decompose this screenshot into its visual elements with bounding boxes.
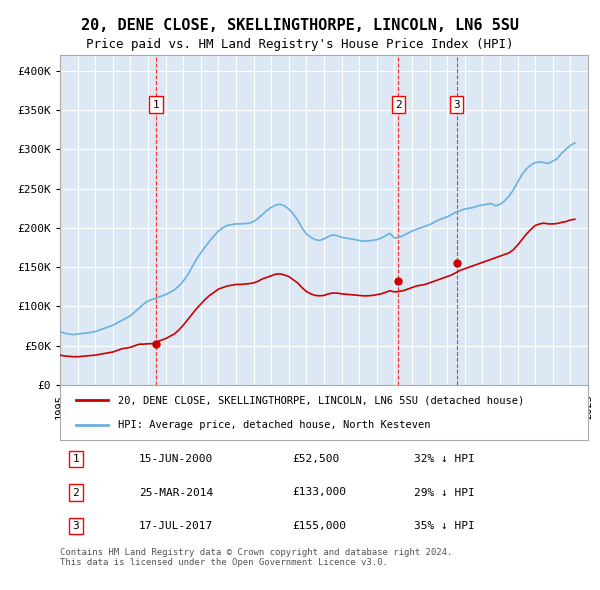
Text: 32% ↓ HPI: 32% ↓ HPI <box>414 454 475 464</box>
Text: 15-JUN-2000: 15-JUN-2000 <box>139 454 214 464</box>
Text: £52,500: £52,500 <box>292 454 340 464</box>
Text: £155,000: £155,000 <box>292 521 346 531</box>
Text: 29% ↓ HPI: 29% ↓ HPI <box>414 487 475 497</box>
Text: 35% ↓ HPI: 35% ↓ HPI <box>414 521 475 531</box>
Text: 2: 2 <box>395 100 402 110</box>
Text: £133,000: £133,000 <box>292 487 346 497</box>
Text: 1: 1 <box>73 454 79 464</box>
Text: 20, DENE CLOSE, SKELLINGTHORPE, LINCOLN, LN6 5SU (detached house): 20, DENE CLOSE, SKELLINGTHORPE, LINCOLN,… <box>118 395 524 405</box>
Text: 17-JUL-2017: 17-JUL-2017 <box>139 521 214 531</box>
Text: 25-MAR-2014: 25-MAR-2014 <box>139 487 214 497</box>
Text: 3: 3 <box>73 521 79 531</box>
Text: HPI: Average price, detached house, North Kesteven: HPI: Average price, detached house, Nort… <box>118 419 431 430</box>
Text: 1: 1 <box>152 100 159 110</box>
Text: Contains HM Land Registry data © Crown copyright and database right 2024.
This d: Contains HM Land Registry data © Crown c… <box>60 548 452 568</box>
Text: 2: 2 <box>73 487 79 497</box>
Text: Price paid vs. HM Land Registry's House Price Index (HPI): Price paid vs. HM Land Registry's House … <box>86 38 514 51</box>
Text: 20, DENE CLOSE, SKELLINGTHORPE, LINCOLN, LN6 5SU: 20, DENE CLOSE, SKELLINGTHORPE, LINCOLN,… <box>81 18 519 33</box>
Text: 3: 3 <box>454 100 460 110</box>
